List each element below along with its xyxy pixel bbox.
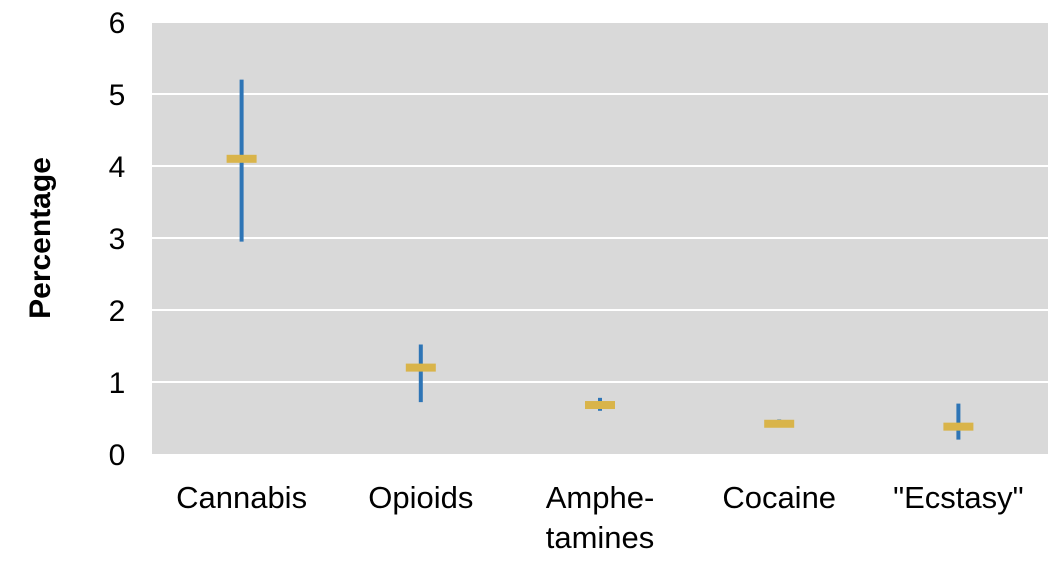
x-category-label: Amphe-tamines: [546, 480, 655, 555]
y-tick-label: 6: [109, 7, 126, 40]
point-estimate: [943, 422, 974, 431]
x-category-label: Cocaine: [722, 480, 836, 515]
y-tick-label: 3: [109, 223, 126, 256]
x-category-label: Cannabis: [176, 480, 307, 515]
data-marks: [226, 79, 974, 440]
y-tick-label: 4: [109, 151, 126, 184]
point-estimate: [585, 401, 615, 410]
y-tick-label: 0: [109, 439, 126, 472]
y-axis-ticks: 0 1 2 3 4 5 6: [109, 7, 126, 472]
point-estimate: [226, 154, 257, 163]
point-estimate: [405, 363, 436, 372]
x-axis-categories: Cannabis Opioids Amphe-tamines Cocaine "Ecst…: [176, 480, 1024, 555]
x-category-label: Opioids: [368, 480, 473, 515]
point-estimate: [764, 419, 795, 428]
y-tick-label: 5: [109, 79, 126, 112]
y-tick-label: 2: [109, 295, 126, 328]
y-axis-title: Percentage: [24, 157, 57, 319]
gridlines: [152, 21, 1048, 383]
x-category-label: "Ecstasy": [893, 480, 1024, 515]
y-tick-label: 1: [109, 367, 126, 400]
